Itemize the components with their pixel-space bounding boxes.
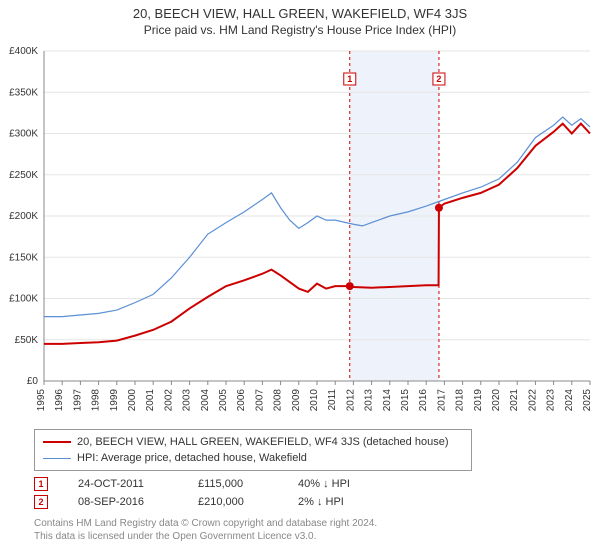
svg-text:2018: 2018 <box>455 389 466 412</box>
sale-marker-icon: 2 <box>34 495 48 509</box>
sale-vs-hpi: 2% ↓ HPI <box>298 496 388 508</box>
svg-text:2004: 2004 <box>200 389 211 412</box>
sale-row: 1 24-OCT-2011 £115,000 40% ↓ HPI <box>34 475 590 493</box>
legend-row: HPI: Average price, detached house, Wake… <box>43 450 463 466</box>
legend-label: 20, BEECH VIEW, HALL GREEN, WAKEFIELD, W… <box>77 436 449 448</box>
svg-text:2006: 2006 <box>236 389 247 412</box>
sale-vs-hpi: 40% ↓ HPI <box>298 478 388 490</box>
footer-line: This data is licensed under the Open Gov… <box>34 530 590 543</box>
svg-text:2010: 2010 <box>309 389 320 412</box>
svg-text:£150K: £150K <box>9 252 38 263</box>
svg-text:2000: 2000 <box>127 389 138 412</box>
legend-swatch <box>43 458 71 459</box>
page-subtitle: Price paid vs. HM Land Registry's House … <box>0 21 600 43</box>
svg-text:1996: 1996 <box>54 389 65 412</box>
svg-text:2012: 2012 <box>345 389 356 412</box>
svg-text:2001: 2001 <box>145 389 156 412</box>
svg-text:£200K: £200K <box>9 211 38 222</box>
sale-price: £115,000 <box>198 478 268 490</box>
svg-text:1997: 1997 <box>72 389 83 412</box>
svg-text:£400K: £400K <box>9 46 38 57</box>
svg-text:£0: £0 <box>27 376 39 387</box>
sale-price: £210,000 <box>198 496 268 508</box>
svg-text:2005: 2005 <box>218 389 229 412</box>
legend-row: 20, BEECH VIEW, HALL GREEN, WAKEFIELD, W… <box>43 434 463 450</box>
svg-text:£350K: £350K <box>9 87 38 98</box>
svg-text:2003: 2003 <box>182 389 193 412</box>
svg-text:2007: 2007 <box>254 389 265 412</box>
svg-text:£250K: £250K <box>9 170 38 181</box>
legend-label: HPI: Average price, detached house, Wake… <box>77 452 307 464</box>
svg-text:2025: 2025 <box>582 389 593 412</box>
svg-text:£300K: £300K <box>9 129 38 140</box>
svg-text:2024: 2024 <box>564 389 575 412</box>
svg-text:£100K: £100K <box>9 294 38 305</box>
chart-area: £0 £50K £100K £150K £200K £250K £300K £350K £400… <box>0 43 600 423</box>
svg-text:2016: 2016 <box>418 389 429 412</box>
sale-row: 2 08-SEP-2016 £210,000 2% ↓ HPI <box>34 493 590 511</box>
svg-text:1995: 1995 <box>36 389 47 412</box>
sale-date: 08-SEP-2016 <box>78 496 168 508</box>
svg-text:2013: 2013 <box>364 389 375 412</box>
footer: Contains HM Land Registry data © Crown c… <box>34 517 590 543</box>
sale-date: 24-OCT-2011 <box>78 478 168 490</box>
svg-text:2023: 2023 <box>546 389 557 412</box>
sale-marker-icon: 1 <box>34 477 48 491</box>
legend-swatch <box>43 441 71 443</box>
svg-text:£50K: £50K <box>15 335 39 346</box>
svg-text:2019: 2019 <box>473 389 484 412</box>
svg-text:2021: 2021 <box>509 389 520 412</box>
page-title: 20, BEECH VIEW, HALL GREEN, WAKEFIELD, W… <box>0 0 600 21</box>
footer-line: Contains HM Land Registry data © Crown c… <box>34 517 590 530</box>
svg-text:2015: 2015 <box>400 389 411 412</box>
svg-text:2002: 2002 <box>163 389 174 412</box>
svg-text:2022: 2022 <box>527 389 538 412</box>
svg-text:2: 2 <box>436 74 441 84</box>
svg-text:2020: 2020 <box>491 389 502 412</box>
svg-text:1999: 1999 <box>109 389 120 412</box>
svg-text:2014: 2014 <box>382 389 393 412</box>
svg-text:2008: 2008 <box>273 389 284 412</box>
svg-text:1998: 1998 <box>91 389 102 412</box>
svg-text:2017: 2017 <box>436 389 447 412</box>
svg-text:2011: 2011 <box>327 389 338 411</box>
svg-text:1: 1 <box>347 74 352 84</box>
svg-text:2009: 2009 <box>291 389 302 412</box>
legend: 20, BEECH VIEW, HALL GREEN, WAKEFIELD, W… <box>34 429 472 471</box>
sales-table: 1 24-OCT-2011 £115,000 40% ↓ HPI 2 08-SE… <box>34 475 590 511</box>
